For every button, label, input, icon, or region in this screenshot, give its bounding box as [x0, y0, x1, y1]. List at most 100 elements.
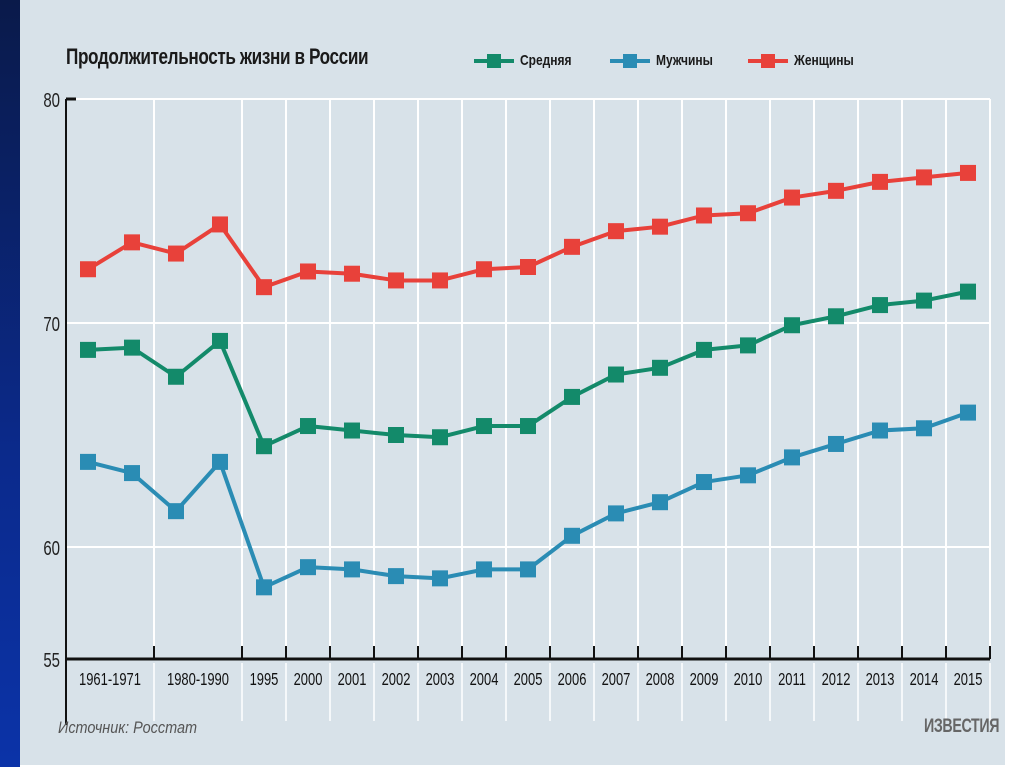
data-point	[696, 207, 712, 224]
x-tick-label: 2001	[338, 670, 367, 690]
data-point	[520, 259, 536, 275]
data-point	[740, 467, 756, 484]
izvestia-logo: ИЗВЕСТИЯ	[924, 716, 1000, 737]
data-point	[168, 503, 184, 520]
data-point	[916, 420, 932, 437]
data-point	[696, 341, 712, 358]
legend-swatch	[474, 53, 514, 68]
data-point	[256, 279, 272, 296]
data-point	[916, 169, 932, 186]
data-point	[960, 283, 976, 300]
data-point	[872, 422, 888, 439]
data-point	[124, 234, 140, 251]
x-tick-label: 2012	[822, 670, 851, 690]
x-tick-label: 2014	[910, 670, 939, 690]
data-point	[80, 341, 96, 358]
data-point	[828, 182, 844, 199]
x-tick-label: 2003	[426, 670, 455, 690]
slide-left-bar	[0, 0, 20, 767]
y-tick-label: 80	[43, 89, 60, 112]
data-point	[300, 263, 316, 280]
data-point	[80, 453, 96, 470]
x-tick-label: 1980-1990	[167, 670, 229, 690]
data-point	[960, 404, 976, 421]
x-tick-label: 2000	[294, 670, 323, 690]
data-point	[432, 429, 448, 446]
data-point	[476, 561, 492, 578]
data-point	[916, 292, 932, 309]
data-point	[960, 164, 976, 181]
data-point	[432, 570, 448, 587]
legend-label: Женщины	[794, 52, 854, 69]
data-point	[256, 579, 272, 596]
x-tick-label: 2009	[690, 670, 719, 690]
data-point	[168, 245, 184, 262]
data-point	[828, 435, 844, 452]
y-tick-label: 60	[43, 537, 60, 560]
data-point	[564, 527, 580, 544]
data-point	[388, 272, 404, 289]
data-point	[696, 474, 712, 491]
legend-label: Средняя	[520, 52, 572, 69]
data-point	[124, 465, 140, 482]
data-point	[784, 449, 800, 466]
x-tick-label: 2007	[602, 670, 631, 690]
data-point	[740, 337, 756, 354]
data-point	[212, 453, 228, 470]
x-tick-label: 2006	[558, 670, 587, 690]
data-point	[872, 173, 888, 190]
data-point	[388, 427, 404, 443]
data-point	[784, 189, 800, 206]
x-tick-label: 2002	[382, 670, 411, 690]
data-point	[432, 272, 448, 289]
data-point	[300, 418, 316, 435]
legend-item-women: Женщины	[748, 52, 869, 69]
data-point	[300, 559, 316, 576]
data-point	[212, 332, 228, 349]
data-point	[476, 418, 492, 435]
data-point	[344, 561, 360, 578]
legend-swatch	[748, 53, 788, 68]
data-point	[608, 505, 624, 522]
data-point	[520, 561, 536, 578]
data-point	[564, 238, 580, 255]
data-point	[168, 368, 184, 385]
legend-swatch	[610, 53, 650, 68]
x-tick-label: 1961-1971	[79, 670, 141, 690]
legend-item-men: Мужчины	[610, 52, 727, 69]
data-point	[608, 223, 624, 240]
data-point	[872, 297, 888, 314]
x-tick-label: 2013	[866, 670, 895, 690]
data-point	[652, 218, 668, 235]
chart-panel	[20, 0, 1005, 765]
y-tick-label: 55	[43, 649, 60, 672]
chart-title: Продолжительность жизни в России	[66, 44, 369, 69]
data-point	[652, 359, 668, 376]
data-point	[784, 317, 800, 334]
x-tick-label: 2015	[954, 670, 983, 690]
data-point	[740, 205, 756, 222]
source-note: Источник: Росстат	[58, 718, 198, 737]
data-point	[564, 388, 580, 405]
data-point	[256, 438, 272, 455]
x-tick-label: 2005	[514, 670, 543, 690]
x-tick-label: 2008	[646, 670, 675, 690]
data-point	[520, 418, 536, 435]
data-point	[124, 339, 140, 356]
legend-item-average: Средняя	[474, 52, 584, 69]
data-point	[212, 216, 228, 233]
data-point	[476, 261, 492, 278]
x-tick-label: 2011	[778, 670, 806, 690]
data-point	[344, 265, 360, 282]
data-point	[80, 261, 96, 278]
data-point	[344, 422, 360, 439]
legend-label: Мужчины	[656, 52, 713, 69]
data-point	[652, 494, 668, 511]
data-point	[608, 366, 624, 383]
y-tick-label: 70	[43, 313, 60, 336]
x-tick-label: 2004	[470, 670, 499, 690]
data-point	[388, 568, 404, 585]
data-point	[828, 308, 844, 325]
x-tick-label: 1995	[250, 670, 279, 690]
